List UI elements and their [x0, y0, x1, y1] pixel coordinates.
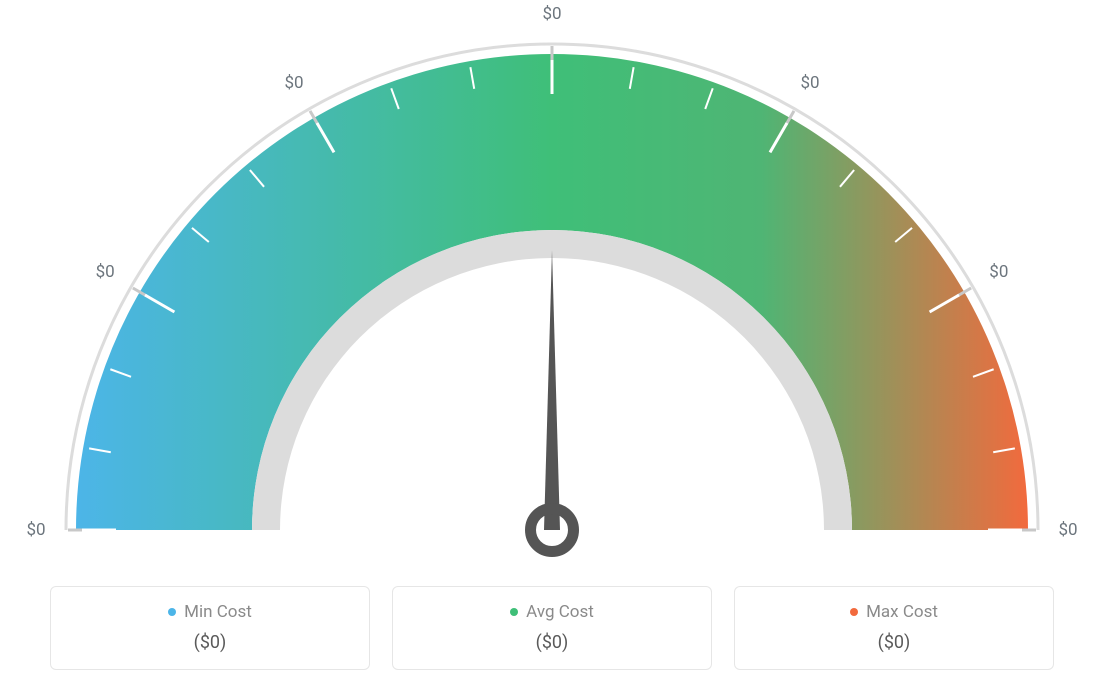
legend-dot-max — [850, 608, 858, 616]
gauge-tick-label: $0 — [284, 73, 303, 93]
gauge-tick-label: $0 — [26, 520, 45, 540]
legend-card-avg: Avg Cost ($0) — [392, 586, 712, 670]
legend-title-avg: Avg Cost — [510, 602, 594, 622]
legend-label-max: Max Cost — [866, 602, 938, 622]
legend-label-avg: Avg Cost — [526, 602, 594, 622]
legend-label-min: Min Cost — [184, 602, 252, 622]
gauge-tick-label: $0 — [800, 73, 819, 93]
legend-row: Min Cost ($0) Avg Cost ($0) Max Cost ($0… — [50, 586, 1054, 670]
gauge-tick-label: $0 — [989, 262, 1008, 282]
legend-value-avg: ($0) — [403, 632, 701, 653]
legend-value-max: ($0) — [745, 632, 1043, 653]
legend-card-max: Max Cost ($0) — [734, 586, 1054, 670]
legend-card-min: Min Cost ($0) — [50, 586, 370, 670]
legend-value-min: ($0) — [61, 632, 359, 653]
gauge-tick-label: $0 — [542, 4, 561, 24]
legend-dot-avg — [510, 608, 518, 616]
gauge-chart: $0 $0 $0 $0 $0 $0 $0 — [0, 0, 1104, 560]
gauge-tick-label: $0 — [1058, 520, 1077, 540]
legend-dot-min — [168, 608, 176, 616]
legend-title-max: Max Cost — [850, 602, 938, 622]
legend-title-min: Min Cost — [168, 602, 252, 622]
gauge-tick-label: $0 — [96, 262, 115, 282]
gauge-svg — [0, 10, 1104, 570]
